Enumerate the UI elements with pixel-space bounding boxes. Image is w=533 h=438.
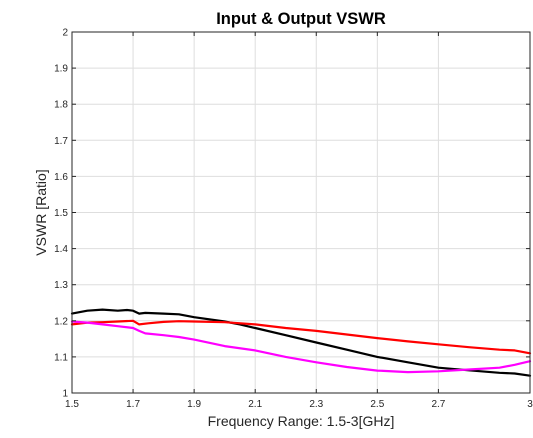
y-tick-label: 1.1 (54, 352, 68, 363)
x-axis-label: Frequency Range: 1.5-3[GHz] (208, 413, 395, 429)
y-tick-label: 1.7 (54, 136, 68, 147)
y-tick-label: 1.8 (54, 100, 68, 111)
axis-ticks: 1.5 1.7 1.9 2.1 2.3 2.5 2.7 3 1 1.1 1.2 1.3 1.4 1.5 1.… (54, 28, 533, 411)
y-axis-label: VSWR [Ratio] (33, 169, 49, 255)
x-tick-label: 1.9 (187, 399, 201, 410)
series-line-3 (70, 320, 532, 374)
y-tick-label: 1.5 (54, 208, 68, 219)
x-tick-label: 2.3 (309, 399, 323, 410)
plot-series (70, 308, 532, 377)
y-tick-label: 1.2 (54, 316, 68, 327)
x-tick-label: 1.7 (126, 399, 140, 410)
series-line-2 (70, 319, 532, 355)
chart-title: Input & Output VSWR (216, 10, 386, 28)
x-tick-label: 2.5 (370, 399, 384, 410)
y-tick-label: 2 (62, 28, 68, 39)
y-tick-label: 1.6 (54, 172, 68, 183)
y-tick-label: 1.3 (54, 280, 68, 291)
y-tick-label: 1 (62, 389, 68, 400)
x-tick-label: 2.1 (248, 399, 262, 410)
y-tick-label: 1.4 (54, 244, 68, 255)
x-tick-label: 1.5 (65, 399, 79, 410)
y-tick-label: 1.9 (54, 64, 68, 75)
x-tick-label: 2.7 (431, 399, 445, 410)
x-tick-label: 3 (527, 399, 533, 410)
grid-lines (71, 31, 531, 394)
